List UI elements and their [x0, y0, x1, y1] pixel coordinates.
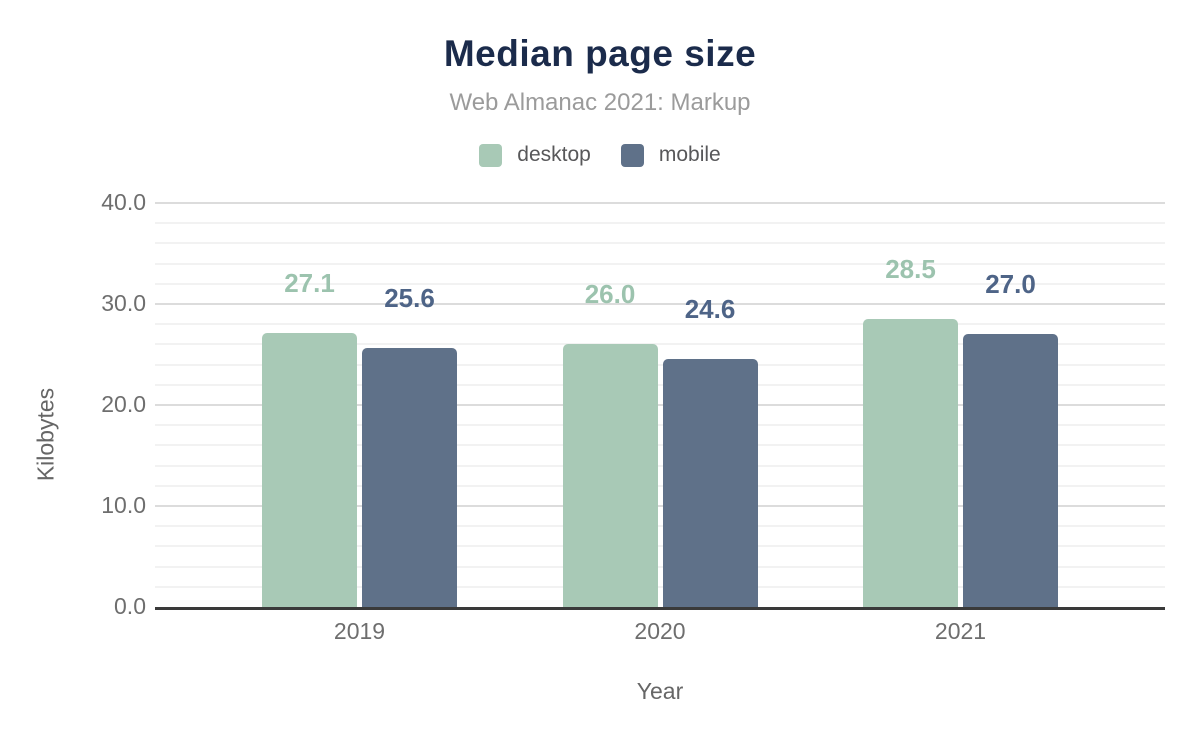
- bar-mobile-2021[interactable]: [963, 334, 1058, 607]
- legend-swatch-mobile: [620, 143, 644, 167]
- minor-gridline: [155, 444, 1165, 447]
- x-axis-tick-label-2020: 2020: [634, 618, 686, 644]
- bar-value-label-desktop-2019: 27.1: [284, 268, 335, 299]
- minor-gridline: [155, 424, 1165, 427]
- x-axis-title: Year: [636, 678, 684, 704]
- bar-desktop-2020[interactable]: [562, 344, 658, 607]
- minor-gridline: [155, 363, 1165, 366]
- bar-mobile-2020[interactable]: [662, 358, 758, 607]
- minor-gridline: [155, 565, 1165, 568]
- y-axis-tick-label: 30.0: [101, 290, 146, 316]
- y-axis-tick-label: 10.0: [101, 492, 146, 518]
- major-gridline: [155, 505, 1165, 507]
- legend-label-mobile: mobile: [658, 143, 721, 166]
- chart-subtitle: Web Almanac 2021: Markup: [449, 89, 751, 116]
- legend-item-mobile[interactable]: mobile: [620, 143, 721, 167]
- minor-gridline: [155, 242, 1165, 245]
- minor-gridline: [155, 383, 1165, 386]
- x-axis-line: [155, 606, 1165, 610]
- minor-gridline: [155, 323, 1165, 326]
- legend-item-desktop[interactable]: desktop: [479, 143, 591, 167]
- legend: desktop mobile: [0, 143, 1200, 167]
- chart-title: Median page size: [443, 33, 757, 74]
- minor-gridline: [155, 585, 1165, 588]
- y-axis-title: Kilobytes: [32, 387, 59, 482]
- minor-gridline: [155, 484, 1165, 487]
- x-axis-tick-label-2021: 2021: [934, 618, 987, 644]
- minor-gridline: [155, 262, 1165, 265]
- bar-desktop-2019[interactable]: [262, 333, 357, 607]
- minor-gridline: [155, 222, 1165, 225]
- legend-label-desktop: desktop: [517, 143, 591, 166]
- y-axis-tick-label: 40.0: [101, 189, 146, 215]
- major-gridline: [155, 202, 1165, 204]
- major-gridline: [155, 404, 1165, 406]
- major-gridline: [155, 303, 1165, 305]
- bar-desktop-2021[interactable]: [863, 319, 958, 607]
- minor-gridline: [155, 545, 1165, 548]
- x-axis-tick-label-2019: 2019: [333, 618, 386, 644]
- bar-value-label-mobile-2020: 24.6: [684, 293, 736, 324]
- minor-gridline: [155, 343, 1165, 346]
- bar-value-label-mobile-2019: 25.6: [384, 283, 435, 314]
- legend-swatch-desktop: [479, 143, 503, 167]
- bar-value-label-desktop-2021: 28.5: [885, 254, 936, 285]
- bar-mobile-2019[interactable]: [362, 348, 457, 607]
- bar-value-label-desktop-2020: 26.0: [584, 279, 636, 310]
- y-axis-tick-label: 0.0: [114, 593, 146, 619]
- y-axis-tick-label: 20.0: [101, 391, 146, 417]
- minor-gridline: [155, 525, 1165, 528]
- minor-gridline: [155, 464, 1165, 467]
- bar-value-label-mobile-2021: 27.0: [985, 269, 1036, 300]
- minor-gridline: [155, 282, 1165, 285]
